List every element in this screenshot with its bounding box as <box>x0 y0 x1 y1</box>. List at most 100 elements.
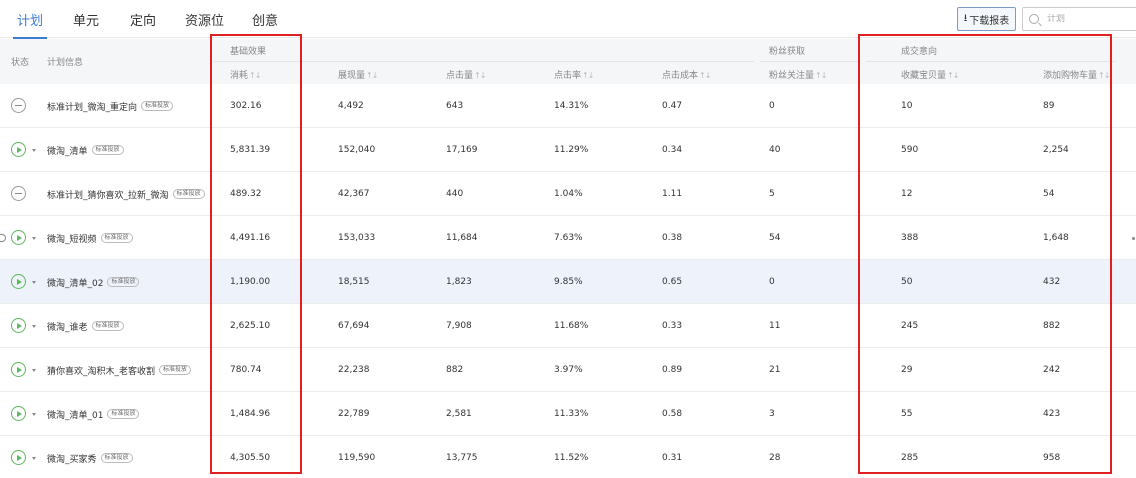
play-status-icon[interactable] <box>11 450 26 465</box>
cell-clicks: 1,823 <box>446 277 472 287</box>
cell-fans: 0 <box>769 277 775 287</box>
plan-name-cell[interactable]: 微淘_清单_01 标准投放 <box>47 392 140 436</box>
cell-favorites: 245 <box>901 321 919 331</box>
caret-down-icon[interactable] <box>32 369 36 372</box>
search-input[interactable] <box>1047 14 1127 24</box>
plan-name[interactable]: 微淘_谁老 <box>47 322 88 333</box>
tab-creative[interactable]: 创意 <box>252 14 279 29</box>
sort-icon[interactable]: ↑↓ <box>699 71 711 80</box>
header-col-cart[interactable]: 添加购物车量↑↓ <box>1043 71 1110 81</box>
cell-cpc: 0.58 <box>662 409 683 419</box>
sort-icon[interactable]: ↑↓ <box>474 71 486 80</box>
header-col-impressions[interactable]: 展现量↑↓ <box>338 71 378 81</box>
cell-favorites: 10 <box>901 101 913 111</box>
paused-status-icon[interactable] <box>11 98 26 113</box>
table-row[interactable]: 微淘_短视频 标准投放 4,491.16 153,033 11,684 7.63% 0.38… <box>0 216 1136 260</box>
cell-cart: 958 <box>1043 453 1061 463</box>
plan-name-cell[interactable]: 猜你喜欢_淘积木_老客收割 标准投放 <box>47 348 192 392</box>
cell-ctr: 11.68% <box>554 321 589 331</box>
header-col-clicks[interactable]: 点击量↑↓ <box>446 71 486 81</box>
delivery-type-badge: 标准投放 <box>107 277 140 287</box>
cell-impressions: 153,033 <box>338 233 376 243</box>
delivery-type-badge: 标准投放 <box>141 101 174 111</box>
delivery-type-badge: 标准投放 <box>100 233 133 243</box>
cell-clicks: 11,684 <box>446 233 478 243</box>
download-report-button[interactable]: ⭳ 下载报表 <box>957 7 1016 31</box>
sort-icon[interactable]: ↑↓ <box>1098 71 1110 80</box>
plan-name[interactable]: 微淘_买家秀 <box>47 454 97 465</box>
plan-name[interactable]: 微淘_清单 <box>47 146 88 157</box>
plan-name-cell[interactable]: 微淘_清单_02 标准投放 <box>47 260 140 304</box>
caret-down-icon[interactable] <box>32 413 36 416</box>
cell-spend: 5,831.39 <box>230 145 271 155</box>
plan-name[interactable]: 标准计划_微淘_重定向 <box>47 102 138 113</box>
play-status-icon[interactable] <box>11 406 26 421</box>
cell-favorites: 50 <box>901 277 913 287</box>
header-col-fans[interactable]: 粉丝关注量↑↓ <box>769 71 827 81</box>
cell-ctr: 3.97% <box>554 365 583 375</box>
header-group-fans: 粉丝获取 <box>769 47 806 57</box>
cell-ctr: 14.31% <box>554 101 589 111</box>
header-col-spend[interactable]: 消耗↑↓ <box>230 71 261 81</box>
table-row[interactable]: 微淘_清单_01 标准投放 1,484.96 22,789 2,581 11.33% 0.5… <box>0 392 1136 436</box>
play-status-icon[interactable] <box>11 142 26 157</box>
group-divider-basic <box>214 61 754 62</box>
plan-name[interactable]: 标准计划_猜你喜欢_拉新_微淘 <box>47 190 169 201</box>
table-row[interactable]: 微淘_清单 标准投放 5,831.39 152,040 17,169 11.29% 0.34… <box>0 128 1136 172</box>
table-row[interactable]: 猜你喜欢_淘积木_老客收割 标准投放 780.74 22,238 882 3.97% 0.8… <box>0 348 1136 392</box>
table-row[interactable]: 微淘_清单_02 标准投放 1,190.00 18,515 1,823 9.85% 0.65… <box>0 260 1136 304</box>
sort-icon[interactable]: ↑↓ <box>249 71 261 80</box>
header-col-favorites[interactable]: 收藏宝贝量↑↓ <box>901 71 959 81</box>
plan-name-cell[interactable]: 微淘_谁老 标准投放 <box>47 304 124 348</box>
table-row[interactable]: 标准计划_猜你喜欢_拉新_微淘 标准投放 489.32 42,367 440 1.04% 1… <box>0 172 1136 216</box>
table-row[interactable]: 标准计划_微淘_重定向 标准投放 302.16 4,492 643 14.31% 0.47 0… <box>0 84 1136 128</box>
tab-unit[interactable]: 单元 <box>73 14 100 29</box>
plan-name-cell[interactable]: 标准计划_微淘_重定向 标准投放 <box>47 84 174 128</box>
tab-targeting[interactable]: 定向 <box>130 14 157 29</box>
caret-down-icon[interactable] <box>32 149 36 152</box>
sort-icon[interactable]: ↑↓ <box>947 71 959 80</box>
search-box[interactable] <box>1022 7 1136 31</box>
caret-down-icon[interactable] <box>32 281 36 284</box>
cell-cart: 432 <box>1043 277 1061 287</box>
plan-name-cell[interactable]: 微淘_清单 标准投放 <box>47 128 124 172</box>
cell-clicks: 882 <box>446 365 464 375</box>
drag-handle-icon[interactable] <box>0 234 6 242</box>
paused-status-icon[interactable] <box>11 186 26 201</box>
caret-down-icon[interactable] <box>32 237 36 240</box>
tab-resource-slot[interactable]: 资源位 <box>185 14 225 29</box>
sort-icon[interactable]: ↑↓ <box>815 71 827 80</box>
plan-name[interactable]: 猜你喜欢_淘积木_老客收割 <box>47 366 156 377</box>
cell-cpc: 0.47 <box>662 101 683 111</box>
sort-icon[interactable]: ↑↓ <box>366 71 378 80</box>
cell-cart: 1,648 <box>1043 233 1069 243</box>
play-status-icon[interactable] <box>11 362 26 377</box>
caret-down-icon[interactable] <box>32 457 36 460</box>
cell-impressions: 22,238 <box>338 365 370 375</box>
plan-name[interactable]: 微淘_短视频 <box>47 234 97 245</box>
cell-spend: 780.74 <box>230 365 262 375</box>
caret-down-icon[interactable] <box>32 325 36 328</box>
cell-ctr: 11.52% <box>554 453 589 463</box>
table-row[interactable]: 微淘_谁老 标准投放 2,625.10 67,694 7,908 11.68% 0.33 11… <box>0 304 1136 348</box>
header-col-cpc[interactable]: 点击成本↑↓ <box>662 71 711 81</box>
header-col-ctr[interactable]: 点击率↑↓ <box>554 71 594 81</box>
plan-name[interactable]: 微淘_清单_01 <box>47 410 104 421</box>
cell-fans: 28 <box>769 453 781 463</box>
play-status-icon[interactable] <box>11 230 26 245</box>
cell-cart: 54 <box>1043 189 1055 199</box>
cell-impressions: 67,694 <box>338 321 370 331</box>
table-row[interactable]: 微淘_买家秀 标准投放 4,305.50 119,590 13,775 11.52% 0.3… <box>0 436 1136 478</box>
play-status-icon[interactable] <box>11 318 26 333</box>
sort-icon[interactable]: ↑↓ <box>582 71 594 80</box>
play-status-icon[interactable] <box>11 274 26 289</box>
plan-name-cell[interactable]: 微淘_买家秀 标准投放 <box>47 436 133 478</box>
plan-name[interactable]: 微淘_清单_02 <box>47 278 104 289</box>
plan-name-cell[interactable]: 微淘_短视频 标准投放 <box>47 216 133 260</box>
cell-cpc: 1.11 <box>662 189 683 199</box>
cell-cart: 89 <box>1043 101 1055 111</box>
tab-plan[interactable]: 计划 <box>12 10 48 39</box>
plan-name-cell[interactable]: 标准计划_猜你喜欢_拉新_微淘 标准投放 <box>47 172 205 216</box>
cell-cart: 2,254 <box>1043 145 1069 155</box>
cell-ctr: 9.85% <box>554 277 583 287</box>
